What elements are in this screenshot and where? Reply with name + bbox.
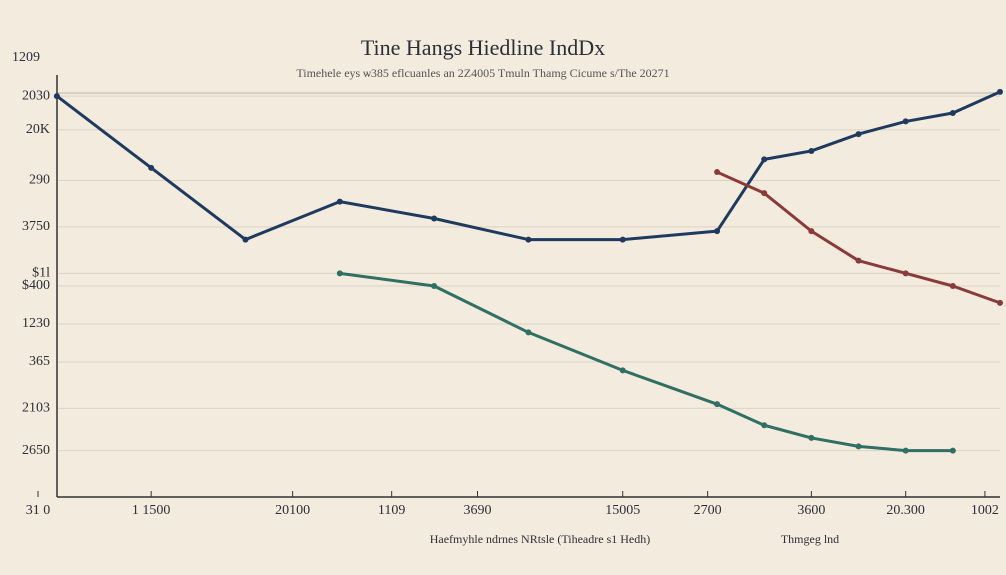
- x-tick-label: 3690: [464, 503, 492, 518]
- y-tick-label: $1l: [32, 266, 50, 281]
- data-point: [761, 190, 768, 197]
- x-tick-label: 1 1500: [132, 503, 171, 518]
- data-point: [619, 367, 626, 374]
- y-tick-label: 3750: [22, 219, 50, 234]
- x-axis-label: Thmgeg lnd: [781, 532, 839, 546]
- data-point: [902, 447, 909, 454]
- chart-title: Tine Hangs Hiedline IndDx: [361, 35, 605, 60]
- data-point: [525, 236, 532, 243]
- data-point: [714, 401, 721, 408]
- data-point: [525, 329, 532, 336]
- data-point: [808, 147, 815, 154]
- data-point: [808, 228, 815, 235]
- data-point: [997, 88, 1003, 95]
- x-tick-label: 15005: [605, 503, 640, 518]
- y-tick-label: 20K: [26, 122, 50, 137]
- data-point: [855, 443, 862, 450]
- data-point: [431, 283, 438, 289]
- y-tick-label: 1230: [22, 316, 50, 331]
- series-line: [55, 90, 1001, 242]
- corner-label: 1209: [12, 50, 40, 65]
- y-tick-label: 2650: [22, 443, 50, 458]
- x-tick-label: 1109: [378, 503, 405, 518]
- x-tick-label: 1002: [971, 503, 999, 518]
- data-point: [336, 270, 343, 277]
- y-tick-label: 365: [29, 354, 50, 369]
- series-line: [339, 271, 953, 453]
- data-point: [761, 156, 768, 163]
- series-line: [716, 170, 1001, 305]
- data-point: [148, 164, 155, 171]
- x-tick-label: 20100: [275, 503, 310, 518]
- y-tick-label: $400: [22, 278, 50, 293]
- data-point: [855, 131, 862, 138]
- data-point: [761, 422, 768, 429]
- data-point: [714, 169, 721, 176]
- x-tick-label: 2700: [694, 503, 722, 518]
- data-point: [949, 283, 956, 289]
- data-point: [949, 447, 956, 454]
- data-point: [431, 215, 438, 222]
- data-point: [902, 270, 909, 277]
- data-point: [855, 257, 862, 264]
- x-axis-label: Haefmyhle ndrnes NRtsle (Tiheadre s1 Hed…: [430, 532, 651, 546]
- y-tick-label: 2030: [22, 88, 50, 103]
- chart-subtitle: Timehele eys ѡ385 eflcuanles an 2Z4005 T…: [296, 66, 669, 80]
- data-point: [53, 93, 60, 100]
- data-point: [997, 299, 1003, 306]
- data-point: [714, 228, 721, 235]
- data-point: [336, 198, 343, 205]
- x-tick-label: 31 0: [26, 503, 51, 518]
- data-point: [808, 434, 815, 441]
- data-point: [902, 118, 909, 125]
- x-tick-label: 20.300: [886, 503, 925, 518]
- data-point: [242, 236, 249, 243]
- data-point: [949, 109, 956, 116]
- data-point: [619, 236, 626, 243]
- y-tick-label: 290: [29, 173, 50, 188]
- x-tick-label: 3600: [797, 503, 825, 518]
- y-tick-label: 2103: [22, 401, 50, 416]
